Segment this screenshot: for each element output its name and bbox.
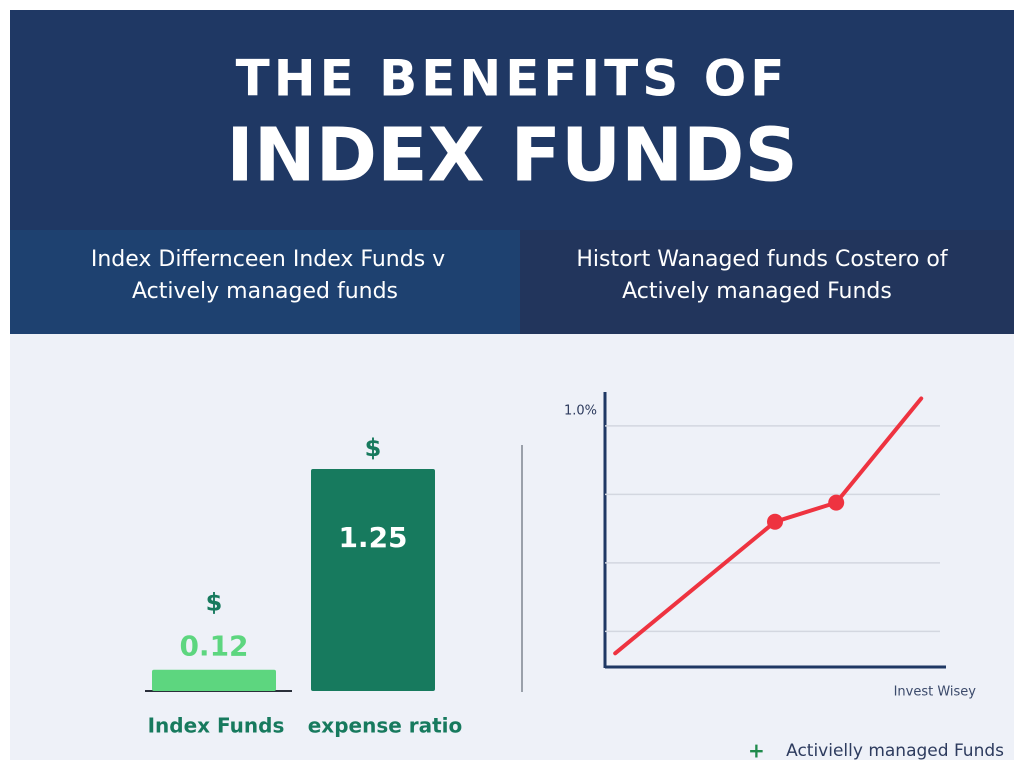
x-axis-label: Invest Wisey [894,685,977,700]
title-line-1: THE BENEFITS OF [236,50,789,108]
title-line-2: INDEX FUNDS [226,113,798,199]
left-subheader [10,230,520,334]
x-tick-label: Index Funds [148,714,285,738]
right-subheader [520,230,1014,334]
y-tick-label: 1.0% [564,403,597,418]
legend-icon: + [748,739,765,763]
bar [311,469,435,691]
bar-title: Index Differnceen Index Funds v [91,247,445,272]
line-title: Actively managed Funds [622,279,892,304]
bar-value-label: 0.12 [179,630,248,663]
content-area [10,334,1014,760]
legend-label: Activielly managed Funds [786,741,1004,761]
bar-annotation: $ [206,589,223,617]
line-marker [828,494,845,511]
line-marker [767,513,783,530]
bar-value-label: 1.25 [338,521,407,554]
x-tick-label: expense ratio [308,714,463,738]
bar-annotation: $ [365,434,382,462]
line-series [613,396,924,656]
bar-title: Actively managed funds [132,279,398,304]
header-band [10,10,1014,232]
line-title: Histort Wanaged funds Costero of [576,247,949,272]
bar [152,669,276,691]
